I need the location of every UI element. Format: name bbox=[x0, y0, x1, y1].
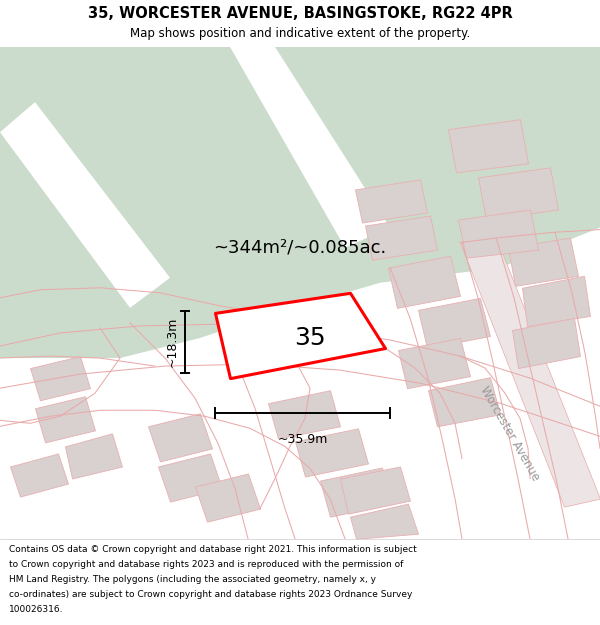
Text: 35: 35 bbox=[294, 326, 326, 350]
Text: ~344m²/~0.085ac.: ~344m²/~0.085ac. bbox=[214, 239, 386, 257]
Text: Map shows position and indicative extent of the property.: Map shows position and indicative extent… bbox=[130, 28, 470, 40]
Text: HM Land Registry. The polygons (including the associated geometry, namely x, y: HM Land Registry. The polygons (includin… bbox=[9, 575, 376, 584]
Text: 35, WORCESTER AVENUE, BASINGSTOKE, RG22 4PR: 35, WORCESTER AVENUE, BASINGSTOKE, RG22 … bbox=[88, 6, 512, 21]
Text: ~35.9m: ~35.9m bbox=[277, 433, 328, 446]
Text: Worcester Avenue: Worcester Avenue bbox=[478, 384, 542, 483]
Text: co-ordinates) are subject to Crown copyright and database rights 2023 Ordnance S: co-ordinates) are subject to Crown copyr… bbox=[9, 590, 412, 599]
Text: 100026316.: 100026316. bbox=[9, 605, 64, 614]
Text: Contains OS data © Crown copyright and database right 2021. This information is : Contains OS data © Crown copyright and d… bbox=[9, 545, 417, 554]
Text: to Crown copyright and database rights 2023 and is reproduced with the permissio: to Crown copyright and database rights 2… bbox=[9, 560, 403, 569]
Text: ~18.3m: ~18.3m bbox=[166, 317, 179, 367]
